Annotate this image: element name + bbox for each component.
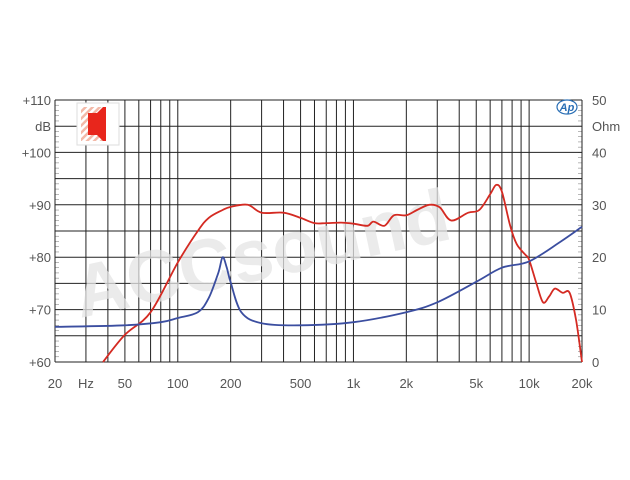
y-left-tick-label: +70 — [29, 303, 51, 318]
x-tick-label: 10k — [519, 376, 540, 391]
x-tick-label: 20k — [572, 376, 593, 391]
series-layer — [54, 183, 583, 363]
x-tick-label: 100 — [167, 376, 189, 391]
y-left-tick-label: +90 — [29, 198, 51, 213]
x-tick-label: Hz — [78, 376, 94, 391]
y-right-tick-label: 10 — [592, 303, 606, 318]
x-tick-label: 200 — [220, 376, 242, 391]
ap-logo: Ap — [556, 99, 578, 115]
y-left-tick-label: dB — [35, 119, 51, 134]
y-right-tick-label: 30 — [592, 198, 606, 213]
y-left-tick-label: +60 — [29, 355, 51, 370]
y-left-tick-label: +80 — [29, 250, 51, 265]
x-tick-label: 1k — [347, 376, 361, 391]
y-right-tick-label: Ohm — [592, 119, 620, 134]
x-tick-label: 20 — [48, 376, 62, 391]
tick-labels: 20 Hz 50 100 200 500 1k 2k 5k 10k 20k+110dB+100+90… — [22, 93, 620, 391]
y-left-tick-label: +110 — [23, 93, 51, 108]
y-right-tick-label: 0 — [592, 355, 599, 370]
x-tick-label: 500 — [290, 376, 312, 391]
x-tick-label: 5k — [469, 376, 483, 391]
x-tick-label: 50 — [118, 376, 132, 391]
grid — [54, 99, 583, 363]
svg-text:Ap: Ap — [559, 102, 575, 114]
y-right-tick-label: 20 — [592, 250, 606, 265]
y-right-tick-label: 50 — [592, 93, 606, 108]
y-left-tick-label: +100 — [22, 145, 51, 160]
x-tick-label: 2k — [399, 376, 413, 391]
speaker-icon — [76, 102, 120, 146]
impedance-line — [54, 226, 583, 328]
y-right-tick-label: 40 — [592, 145, 606, 160]
spl-line — [102, 183, 583, 363]
